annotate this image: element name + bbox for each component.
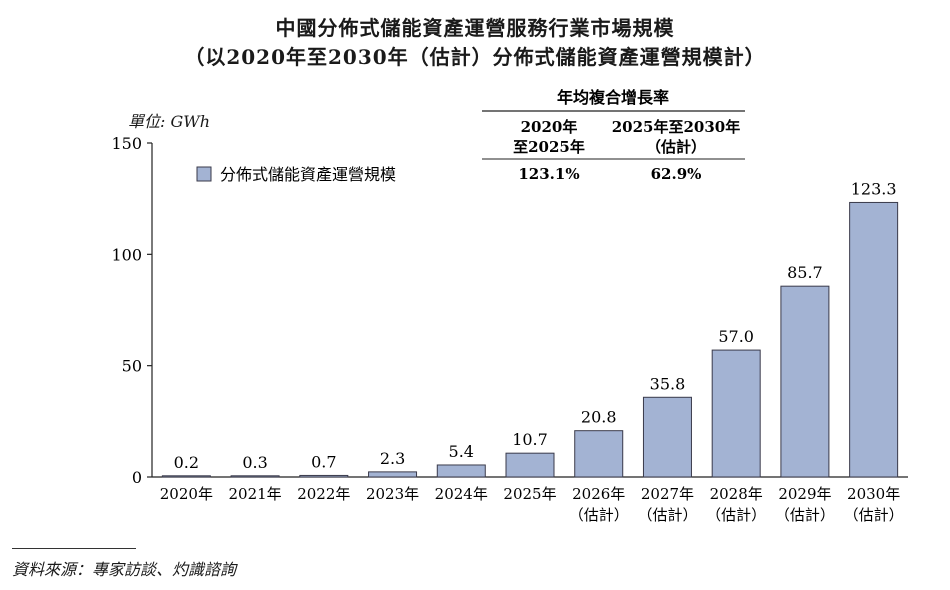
y-ticks: 0 50 100 150	[111, 134, 152, 487]
bar	[711, 349, 761, 478]
y-tick-label: 0	[132, 468, 142, 487]
x-tick-sublabel: （估計）	[637, 506, 697, 524]
x-tick-label: 2024年	[435, 485, 488, 503]
bar-value-label: 35.8	[650, 374, 686, 393]
y-tick-label: 50	[122, 357, 142, 376]
bar-value-label: 57.0	[718, 327, 754, 346]
legend-label: 分佈式儲能資產運營規模	[220, 165, 396, 184]
bar	[642, 396, 692, 478]
cagr-value-1: 123.1%	[518, 165, 579, 183]
bar	[368, 471, 418, 478]
bar	[436, 464, 486, 478]
x-tick-label: 2023年	[366, 485, 419, 503]
bar-value-label: 20.8	[581, 408, 617, 427]
x-tick-sublabel: （估計）	[775, 506, 835, 524]
chart-title: 中國分佈式儲能資產運營服務行業市場規模	[275, 16, 675, 40]
x-tick-label: 2022年	[297, 485, 350, 503]
bar-value-label: 0.2	[174, 453, 199, 472]
x-tick-label: 2021年	[228, 485, 281, 503]
chart-subtitle: （以2020年至2030年（估計）分佈式儲能資產運營規模計）	[184, 45, 766, 69]
x-tick-label: 2030年	[847, 485, 900, 503]
source-note: 資料來源：專家訪談、灼識諮詢	[12, 560, 237, 579]
bar-value-label: 0.3	[242, 453, 267, 472]
cagr-value-2: 62.9%	[651, 165, 702, 183]
bar-value-label: 10.7	[512, 430, 548, 449]
x-tick-label: 2026年	[572, 485, 625, 503]
bar-value-label: 2.3	[380, 449, 405, 468]
x-tick-label: 2025年	[503, 485, 556, 503]
cagr-header: 年均複合增長率	[557, 88, 669, 107]
bar	[505, 452, 555, 478]
x-tick-sublabel: （估計）	[706, 506, 766, 524]
y-tick-label: 100	[111, 245, 142, 264]
x-tick-label: 2028年	[710, 485, 763, 503]
bar-value-label: 85.7	[787, 263, 823, 282]
legend: 分佈式儲能資產運營規模	[196, 165, 396, 184]
cagr-table: 年均複合增長率 2020年 至2025年 2025年至2030年 （估計） 12…	[482, 88, 745, 183]
x-tick-sublabel: （估計）	[844, 506, 904, 524]
x-tick-label: 2027年	[641, 485, 694, 503]
bar	[849, 201, 899, 478]
x-labels: 2020年 2021年 2022年 2023年 2024年 2025年 2026年 （估計） 2…	[160, 485, 904, 524]
x-tick-label: 2029年	[778, 485, 831, 503]
bar	[299, 474, 349, 478]
y-tick-label: 150	[111, 134, 142, 153]
x-tick-sublabel: （估計）	[569, 506, 629, 524]
cagr-period-2-line1: 2025年至2030年	[612, 118, 741, 136]
cagr-period-1-line1: 2020年	[521, 118, 578, 136]
unit-label: 單位: GWh	[128, 112, 211, 131]
x-tick-label: 2020年	[160, 485, 213, 503]
bar-value-label: 123.3	[851, 179, 897, 198]
cagr-period-2-line2: （估計）	[646, 138, 706, 156]
cagr-period-1-line2: 至2025年	[513, 138, 585, 156]
bar	[230, 475, 280, 478]
bar	[780, 285, 830, 478]
bar-value-label: 0.7	[311, 452, 336, 471]
source-divider	[12, 548, 136, 549]
bar-value-label: 5.4	[449, 442, 474, 461]
bar	[161, 475, 211, 478]
bar	[574, 430, 624, 478]
bars: 0.2 0.3 0.7 2.3 5.4 10.7 20.8 35.8 57.0 85.7 123.3	[161, 179, 899, 478]
legend-swatch	[196, 166, 212, 182]
